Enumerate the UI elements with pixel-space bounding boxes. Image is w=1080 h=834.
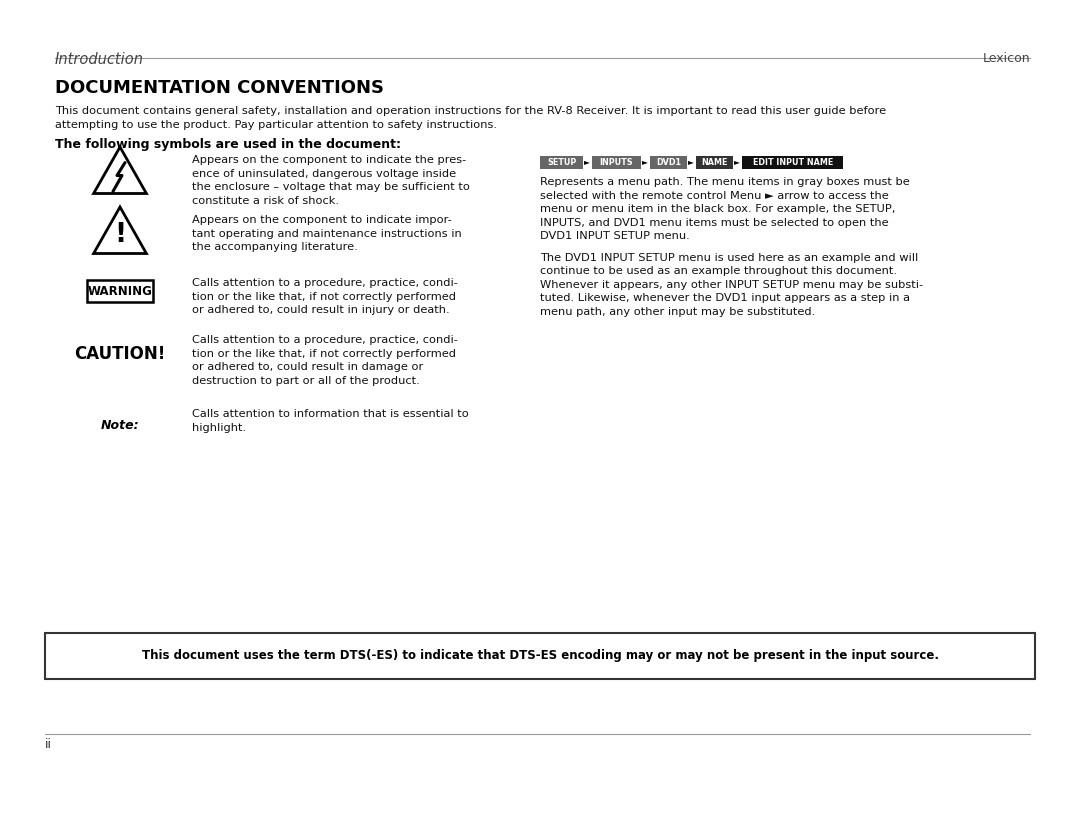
Text: The following symbols are used in the document:: The following symbols are used in the do… (55, 138, 401, 151)
Text: constitute a risk of shock.: constitute a risk of shock. (192, 195, 339, 205)
Text: the accompanying literature.: the accompanying literature. (192, 242, 357, 252)
Text: tuted. Likewise, whenever the DVD1 input appears as a step in a: tuted. Likewise, whenever the DVD1 input… (540, 293, 910, 303)
FancyBboxPatch shape (592, 155, 640, 168)
Text: or adhered to, could result in damage or: or adhered to, could result in damage or (192, 362, 423, 372)
Text: ►: ► (584, 157, 590, 166)
Text: Note:: Note: (100, 419, 139, 432)
Text: Appears on the component to indicate impor-: Appears on the component to indicate imp… (192, 215, 451, 225)
Text: ►: ► (642, 157, 648, 166)
Text: tion or the like that, if not correctly performed: tion or the like that, if not correctly … (192, 349, 456, 359)
Text: DVD1: DVD1 (656, 158, 680, 167)
FancyBboxPatch shape (87, 280, 153, 302)
Text: ence of uninsulated, dangerous voltage inside: ence of uninsulated, dangerous voltage i… (192, 168, 456, 178)
Text: tant operating and maintenance instructions in: tant operating and maintenance instructi… (192, 229, 462, 239)
Text: CAUTION!: CAUTION! (75, 345, 165, 363)
Text: ii: ii (45, 738, 52, 751)
Text: the enclosure – voltage that may be sufficient to: the enclosure – voltage that may be suff… (192, 182, 470, 192)
Text: Appears on the component to indicate the pres-: Appears on the component to indicate the… (192, 155, 467, 165)
Text: NAME: NAME (701, 158, 728, 167)
Text: Calls attention to a procedure, practice, condi-: Calls attention to a procedure, practice… (192, 278, 458, 288)
Text: The DVD1 INPUT SETUP menu is used here as an example and will: The DVD1 INPUT SETUP menu is used here a… (540, 253, 918, 263)
FancyBboxPatch shape (45, 633, 1035, 679)
FancyBboxPatch shape (540, 155, 583, 168)
Text: highlight.: highlight. (192, 423, 246, 433)
Text: INPUTS, and DVD1 menu items must be selected to open the: INPUTS, and DVD1 menu items must be sele… (540, 218, 889, 228)
Text: Represents a menu path. The menu items in gray boxes must be: Represents a menu path. The menu items i… (540, 177, 909, 187)
Text: tion or the like that, if not correctly performed: tion or the like that, if not correctly … (192, 292, 456, 302)
Text: Lexicon: Lexicon (983, 52, 1030, 65)
Text: or adhered to, could result in injury or death.: or adhered to, could result in injury or… (192, 305, 449, 315)
FancyBboxPatch shape (742, 155, 843, 168)
Text: SETUP: SETUP (546, 158, 576, 167)
Text: This document uses the term DTS(-ES) to indicate that DTS-ES encoding may or may: This document uses the term DTS(-ES) to … (141, 650, 939, 662)
Text: selected with the remote control Menu ► arrow to access the: selected with the remote control Menu ► … (540, 190, 889, 200)
Text: Calls attention to a procedure, practice, condi-: Calls attention to a procedure, practice… (192, 335, 458, 345)
Text: This document contains general safety, installation and operation instructions f: This document contains general safety, i… (55, 106, 886, 116)
Text: attempting to use the product. Pay particular attention to safety instructions.: attempting to use the product. Pay parti… (55, 120, 497, 130)
Text: INPUTS: INPUTS (599, 158, 633, 167)
Text: Introduction: Introduction (55, 52, 144, 67)
Text: Whenever it appears, any other INPUT SETUP menu may be substi-: Whenever it appears, any other INPUT SET… (540, 279, 923, 289)
Text: ►: ► (688, 157, 693, 166)
Text: continue to be used as an example throughout this document.: continue to be used as an example throug… (540, 266, 897, 276)
Text: Calls attention to information that is essential to: Calls attention to information that is e… (192, 409, 469, 419)
Text: destruction to part or all of the product.: destruction to part or all of the produc… (192, 375, 420, 385)
Text: DOCUMENTATION CONVENTIONS: DOCUMENTATION CONVENTIONS (55, 79, 384, 97)
Text: menu path, any other input may be substituted.: menu path, any other input may be substi… (540, 307, 815, 316)
Text: menu or menu item in the black box. For example, the SETUP,: menu or menu item in the black box. For … (540, 204, 895, 214)
FancyBboxPatch shape (696, 155, 733, 168)
FancyBboxPatch shape (650, 155, 687, 168)
Text: !: ! (113, 222, 126, 248)
Text: EDIT INPUT NAME: EDIT INPUT NAME (753, 158, 833, 167)
Text: DVD1 INPUT SETUP menu.: DVD1 INPUT SETUP menu. (540, 231, 690, 241)
Text: ►: ► (734, 157, 740, 166)
Text: WARNING: WARNING (87, 284, 152, 298)
